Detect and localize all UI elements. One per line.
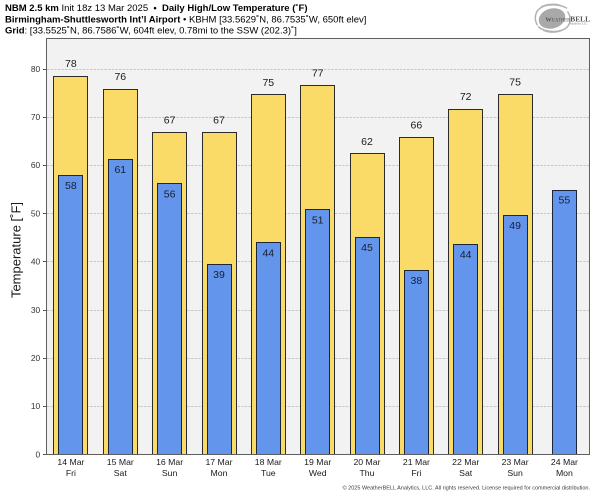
svg-text:80: 80 bbox=[31, 64, 41, 74]
svg-text:21 Mar: 21 Mar bbox=[403, 457, 430, 467]
svg-text:62: 62 bbox=[361, 136, 373, 148]
svg-text:0: 0 bbox=[36, 449, 41, 459]
svg-text:77: 77 bbox=[312, 67, 324, 79]
svg-text:38: 38 bbox=[411, 275, 423, 287]
svg-text:22 Mar: 22 Mar bbox=[452, 457, 479, 467]
svg-text:58: 58 bbox=[65, 180, 77, 192]
svg-text:30: 30 bbox=[31, 305, 41, 315]
svg-text:55: 55 bbox=[559, 195, 571, 207]
svg-text:Tue: Tue bbox=[261, 468, 276, 478]
svg-text:66: 66 bbox=[411, 120, 423, 132]
svg-text:44: 44 bbox=[262, 247, 274, 259]
svg-text:Sat: Sat bbox=[459, 468, 473, 478]
svg-text:39: 39 bbox=[213, 269, 225, 281]
svg-text:49: 49 bbox=[509, 220, 521, 232]
svg-text:Analytics LLC: Analytics LLC bbox=[570, 21, 588, 25]
svg-text:72: 72 bbox=[460, 91, 472, 103]
svg-text:61: 61 bbox=[114, 164, 126, 176]
svg-text:Wed: Wed bbox=[309, 468, 327, 478]
svg-text:23 Mar: 23 Mar bbox=[502, 457, 529, 467]
svg-text:© 2025 WeatherBELL Analytics,: © 2025 WeatherBELL Analytics, LLC. All r… bbox=[343, 485, 591, 492]
svg-text:50: 50 bbox=[31, 208, 41, 218]
svg-text:40: 40 bbox=[31, 257, 41, 267]
svg-text:70: 70 bbox=[31, 112, 41, 122]
svg-text:WEATHERBELL: WEATHERBELL bbox=[545, 14, 590, 23]
svg-text:15 Mar: 15 Mar bbox=[107, 457, 134, 467]
svg-text:Birmingham-Shuttlesworth Int’l: Birmingham-Shuttlesworth Int’l Airport •… bbox=[5, 15, 366, 26]
svg-text:56: 56 bbox=[164, 189, 176, 201]
svg-text:Thu: Thu bbox=[360, 468, 375, 478]
svg-text:Sun: Sun bbox=[507, 468, 523, 478]
svg-text:Mon: Mon bbox=[556, 468, 573, 478]
svg-text:19 Mar: 19 Mar bbox=[304, 457, 331, 467]
svg-text:20 Mar: 20 Mar bbox=[353, 457, 380, 467]
svg-text:75: 75 bbox=[509, 76, 521, 88]
svg-text:Sun: Sun bbox=[162, 468, 178, 478]
svg-text:Mon: Mon bbox=[211, 468, 228, 478]
svg-text:24 Mar: 24 Mar bbox=[551, 457, 578, 467]
svg-text:78: 78 bbox=[65, 58, 77, 70]
svg-text:Fri: Fri bbox=[66, 468, 76, 478]
svg-text:18 Mar: 18 Mar bbox=[255, 457, 282, 467]
svg-text:10: 10 bbox=[31, 401, 41, 411]
svg-text:Fri: Fri bbox=[411, 468, 421, 478]
svg-text:67: 67 bbox=[164, 115, 176, 127]
svg-text:76: 76 bbox=[114, 71, 126, 83]
svg-text:51: 51 bbox=[312, 214, 324, 226]
svg-text:17 Mar: 17 Mar bbox=[205, 457, 232, 467]
svg-text:60: 60 bbox=[31, 160, 41, 170]
svg-text:20: 20 bbox=[31, 353, 41, 363]
svg-text:Temperature [˚F]: Temperature [˚F] bbox=[9, 202, 24, 298]
svg-text:16 Mar: 16 Mar bbox=[156, 457, 183, 467]
svg-text:NBM 2.5 km Init 18z 13 Mar 202: NBM 2.5 km Init 18z 13 Mar 2025 • Daily … bbox=[5, 3, 308, 14]
svg-text:75: 75 bbox=[262, 77, 274, 89]
svg-text:14 Mar: 14 Mar bbox=[57, 457, 84, 467]
svg-text:44: 44 bbox=[460, 249, 472, 261]
svg-text:Sat: Sat bbox=[114, 468, 128, 478]
svg-text:Grid: [33.5525˚N, 86.7586˚W, 6: Grid: [33.5525˚N, 86.7586˚W, 604ft elev,… bbox=[5, 26, 297, 37]
svg-text:45: 45 bbox=[361, 242, 373, 254]
svg-text:67: 67 bbox=[213, 115, 225, 127]
